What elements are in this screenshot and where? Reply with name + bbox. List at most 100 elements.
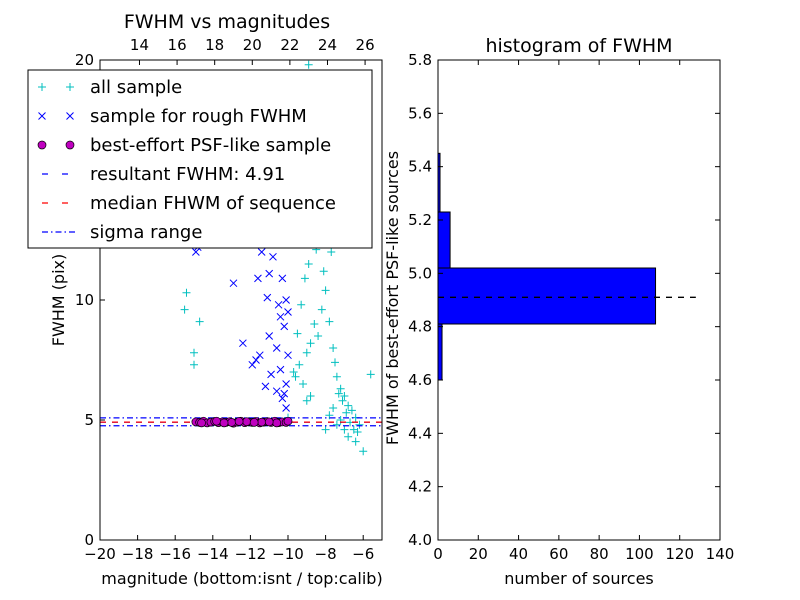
rough-fwhm-point bbox=[192, 248, 200, 256]
all-sample-point bbox=[321, 286, 330, 295]
y-tick-label: 5.8 bbox=[408, 51, 432, 69]
rough-fwhm-point bbox=[269, 252, 277, 261]
histogram-marks bbox=[438, 152, 696, 381]
all-sample-point bbox=[289, 368, 298, 376]
all-sample-point bbox=[355, 420, 364, 429]
all-sample-point bbox=[302, 348, 311, 357]
all-sample-point bbox=[347, 406, 356, 415]
x-tick-label: −6 bbox=[352, 545, 374, 563]
histogram-bar bbox=[438, 211, 451, 269]
psf-like-point bbox=[212, 416, 221, 426]
all-sample-point bbox=[325, 411, 334, 420]
x-tick-label: 80 bbox=[590, 545, 609, 563]
legend-label: all sample bbox=[90, 77, 182, 98]
all-sample-point bbox=[306, 339, 315, 348]
rough-fwhm-point bbox=[282, 380, 290, 388]
all-sample-point bbox=[314, 332, 323, 340]
x-tick-label: 20 bbox=[469, 545, 488, 563]
top-tick-label: 18 bbox=[205, 36, 224, 54]
y-tick-label: 4.2 bbox=[408, 478, 432, 496]
psf-like-point bbox=[283, 416, 293, 426]
histogram-bar bbox=[438, 323, 443, 381]
x-tick-label: −10 bbox=[272, 545, 304, 563]
y-tick-label: 4.6 bbox=[408, 371, 432, 389]
all-sample-point bbox=[366, 370, 375, 379]
scatter-x-axis-ticks: −20 −18 −16 −14 −12 −10 −8 −6 bbox=[84, 535, 374, 563]
rough-fwhm-point bbox=[282, 296, 290, 304]
y-tick-label: 5 bbox=[84, 411, 94, 429]
rough-fwhm-point bbox=[239, 339, 247, 348]
rough-fwhm-point bbox=[278, 394, 287, 403]
psf-like-point bbox=[197, 418, 206, 428]
rough-fwhm-point bbox=[255, 351, 264, 360]
psf-like-point bbox=[257, 417, 267, 427]
rough-fwhm-point bbox=[280, 322, 289, 331]
rough-fwhm-point bbox=[276, 312, 285, 321]
all-sample-point bbox=[190, 360, 198, 369]
histogram-bar bbox=[438, 152, 441, 213]
legend-circle-marker bbox=[65, 140, 75, 150]
all-sample-point bbox=[331, 358, 339, 367]
all-sample-point bbox=[306, 392, 315, 400]
rough-fwhm-point bbox=[274, 300, 283, 309]
rough-fwhm-point bbox=[284, 351, 292, 360]
all-sample-point bbox=[327, 248, 336, 256]
all-sample-point bbox=[340, 392, 349, 400]
all-sample-point bbox=[351, 437, 360, 446]
y-tick-label: 4.8 bbox=[408, 318, 432, 336]
x-tick-label: −20 bbox=[84, 545, 116, 563]
rough-fwhm-point bbox=[254, 274, 262, 283]
all-sample-point bbox=[344, 401, 353, 410]
y-tick-label: 4.0 bbox=[408, 531, 432, 549]
psf-like-point bbox=[242, 417, 251, 427]
histogram-panel: histogram of FWHM 0 20 40 60 80 100 120 140 4.0… bbox=[383, 35, 734, 588]
histogram-bar bbox=[438, 267, 657, 325]
rough-fwhm-point bbox=[265, 332, 274, 340]
rough-fwhm-point bbox=[263, 293, 272, 302]
all-sample-point bbox=[353, 428, 362, 436]
all-sample-point bbox=[338, 396, 347, 405]
legend-label: best-effort PSF-like sample bbox=[90, 135, 331, 156]
all-sample-point bbox=[295, 360, 304, 369]
all-sample-point bbox=[304, 260, 313, 268]
all-sample-point bbox=[302, 396, 311, 405]
legend-plus-marker bbox=[38, 83, 46, 91]
all-sample-point bbox=[304, 60, 313, 69]
all-sample-point bbox=[329, 404, 338, 412]
histogram-x-axis-ticks: 0 20 40 60 80 100 120 140 bbox=[433, 60, 734, 563]
histogram-y-axis-label: FWHM of best-effort PSF-like sources bbox=[383, 151, 402, 445]
rough-fwhm-point bbox=[284, 308, 292, 316]
all-sample-point bbox=[321, 425, 330, 434]
histogram-title: histogram of FWHM bbox=[485, 35, 672, 57]
all-sample-point bbox=[293, 329, 302, 338]
all-sample-point bbox=[195, 317, 204, 326]
y-tick-label: 0 bbox=[84, 531, 94, 549]
top-tick-label: 16 bbox=[168, 36, 187, 54]
legend-label: sample for rough FWHM bbox=[90, 106, 307, 127]
rough-fwhm-point bbox=[261, 382, 270, 391]
x-tick-label: 60 bbox=[549, 545, 568, 563]
legend-label: resultant FWHM: 4.91 bbox=[90, 164, 285, 185]
scatter-top-axis-ticks: 14 16 18 20 22 24 26 bbox=[130, 36, 375, 65]
y-tick-label: 20 bbox=[75, 51, 94, 69]
psf-like-point bbox=[264, 417, 274, 427]
y-tick-label: 5.6 bbox=[408, 104, 432, 122]
rough-fwhm-point bbox=[257, 248, 266, 256]
all-sample-point bbox=[332, 420, 341, 429]
x-tick-label: 40 bbox=[509, 545, 528, 563]
y-tick-label: 5.2 bbox=[408, 211, 432, 229]
histogram-plot-area bbox=[438, 152, 696, 381]
rough-fwhm-point bbox=[278, 274, 287, 283]
rough-fwhm-point bbox=[267, 370, 275, 379]
legend-label: median FHWM of sequence bbox=[90, 193, 336, 214]
x-tick-label: −12 bbox=[235, 545, 267, 563]
all-sample-point bbox=[325, 317, 334, 326]
y-tick-label: 10 bbox=[75, 291, 94, 309]
all-sample-point bbox=[297, 300, 306, 309]
top-tick-label: 24 bbox=[318, 36, 337, 54]
legend-label: sigma range bbox=[90, 222, 202, 243]
psf-like-point bbox=[219, 418, 229, 428]
all-sample-point bbox=[180, 305, 189, 314]
x-tick-label: 120 bbox=[665, 545, 694, 563]
all-sample-point bbox=[336, 384, 345, 393]
